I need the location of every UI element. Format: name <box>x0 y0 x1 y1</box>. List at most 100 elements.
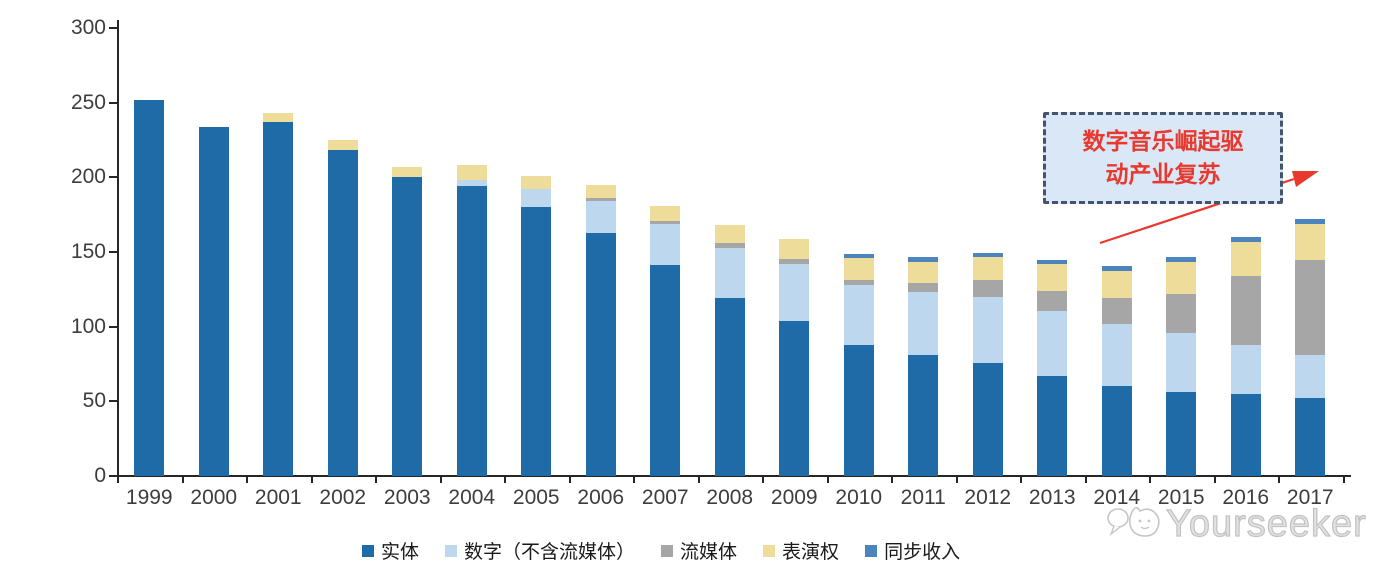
x-axis-category-label: 2008 <box>706 486 754 509</box>
legend-label: 实体 <box>381 542 420 563</box>
bar-segment <box>392 166 423 178</box>
bar-segment <box>908 355 939 476</box>
legend-label: 同步收入 <box>884 542 961 563</box>
annotation-text-line1: 数字音乐崛起驱 <box>1082 128 1244 154</box>
bar-2013 <box>1037 260 1068 476</box>
y-axis-tick-label: 150 <box>70 240 106 263</box>
y-axis-tick-label: 0 <box>94 464 106 487</box>
bar-segment <box>843 258 874 281</box>
bar-segment <box>1295 259 1326 356</box>
annotation-callout: 数字音乐崛起驱 动产业复苏 <box>1043 112 1283 204</box>
bar-segment <box>585 184 616 199</box>
bar-segment <box>263 122 294 476</box>
legend-swatch <box>445 544 458 557</box>
y-axis-tick <box>109 101 117 104</box>
bar-segment <box>1037 260 1068 264</box>
bar-2015 <box>1166 256 1197 476</box>
x-axis-line <box>117 475 1351 477</box>
x-axis-tick <box>246 476 248 483</box>
bar-segment <box>972 252 1003 258</box>
bar-segment <box>456 180 487 187</box>
bar-segment <box>1101 270 1132 299</box>
bar-segment <box>1230 393 1261 476</box>
bar-segment <box>714 243 745 248</box>
legend-label: 流媒体 <box>680 542 738 563</box>
bar-segment <box>585 232 616 476</box>
x-axis-category-label: 1999 <box>125 486 173 509</box>
x-axis-category-label: 2005 <box>512 486 560 509</box>
bar-segment <box>779 239 810 260</box>
x-axis-tick <box>181 476 184 483</box>
bar-segment <box>843 253 874 259</box>
bar-segment <box>521 207 552 476</box>
x-axis-tick <box>633 476 635 483</box>
x-axis-category-label: 2009 <box>770 486 818 509</box>
bar-segment <box>908 292 939 356</box>
bar-2009 <box>779 239 810 476</box>
bar-2000 <box>198 126 229 476</box>
y-axis-tick <box>109 325 117 328</box>
x-axis-tick <box>1213 476 1216 483</box>
bar-segment <box>456 165 487 181</box>
bar-2010 <box>843 253 874 476</box>
y-axis-tick-label: 200 <box>70 165 106 189</box>
x-axis-tick <box>375 476 377 483</box>
legend-item: 流媒体 <box>661 537 737 564</box>
bar-2008 <box>714 225 745 476</box>
legend-label: 表演权 <box>782 542 840 563</box>
bar-segment <box>779 259 810 264</box>
watermark-text: Yourseeker <box>1165 502 1367 545</box>
bar-segment <box>327 140 358 151</box>
bar-segment <box>650 205 681 221</box>
x-axis-tick <box>504 476 506 483</box>
bar-segment <box>327 150 358 476</box>
bar-segment <box>1230 344 1261 394</box>
y-axis-tick <box>109 27 117 29</box>
legend-swatch <box>763 544 776 557</box>
x-axis-tick <box>310 476 313 483</box>
x-axis-tick <box>826 476 829 483</box>
y-axis-tick <box>109 400 117 403</box>
bar-segment <box>456 186 487 476</box>
x-axis-category-label: 2007 <box>641 486 689 509</box>
bar-segment <box>1295 224 1326 260</box>
chart-legend: 实体 数字（不含流媒体） 流媒体 表演权 同步收入 <box>362 537 960 564</box>
bar-segment <box>521 175 552 190</box>
bar-2003 <box>392 166 423 476</box>
bar-segment <box>263 113 294 123</box>
legend-item: 数字（不含流媒体） <box>445 537 635 564</box>
y-axis-line <box>117 20 119 476</box>
y-axis-tick-label: 100 <box>70 314 106 338</box>
bar-segment <box>843 344 874 476</box>
bar-segment <box>1037 290 1068 311</box>
bar-segment <box>972 280 1003 297</box>
bar-segment <box>585 201 616 233</box>
x-axis-tick <box>762 476 764 483</box>
bar-segment <box>1101 386 1132 476</box>
x-axis-category-label: 2011 <box>900 486 946 509</box>
x-axis-category-label: 2000 <box>190 486 238 509</box>
bar-segment <box>1101 324 1132 387</box>
x-axis-category-label: 2001 <box>254 486 302 509</box>
bar-2014 <box>1101 266 1132 476</box>
bar-segment <box>779 320 810 476</box>
bar-segment <box>1230 275 1261 345</box>
bar-segment <box>650 223 681 266</box>
legend-item: 实体 <box>362 537 419 564</box>
x-axis-tick <box>955 476 958 483</box>
x-axis-category-label: 2002 <box>319 486 367 509</box>
bar-2001 <box>263 113 294 476</box>
x-axis-category-label: 2012 <box>964 486 1012 509</box>
x-axis-category-label: 2015 <box>1157 486 1205 509</box>
x-axis-tick <box>697 476 700 483</box>
legend-item: 同步收入 <box>865 537 960 564</box>
bar-segment <box>843 284 874 345</box>
bar-segment <box>908 257 939 262</box>
bar-segment <box>908 261 939 284</box>
y-axis-tick-label: 50 <box>82 389 106 413</box>
bar-2004 <box>456 165 487 476</box>
x-axis-tick <box>117 476 119 483</box>
bar-segment <box>1166 333 1197 393</box>
bar-segment <box>972 363 1003 476</box>
